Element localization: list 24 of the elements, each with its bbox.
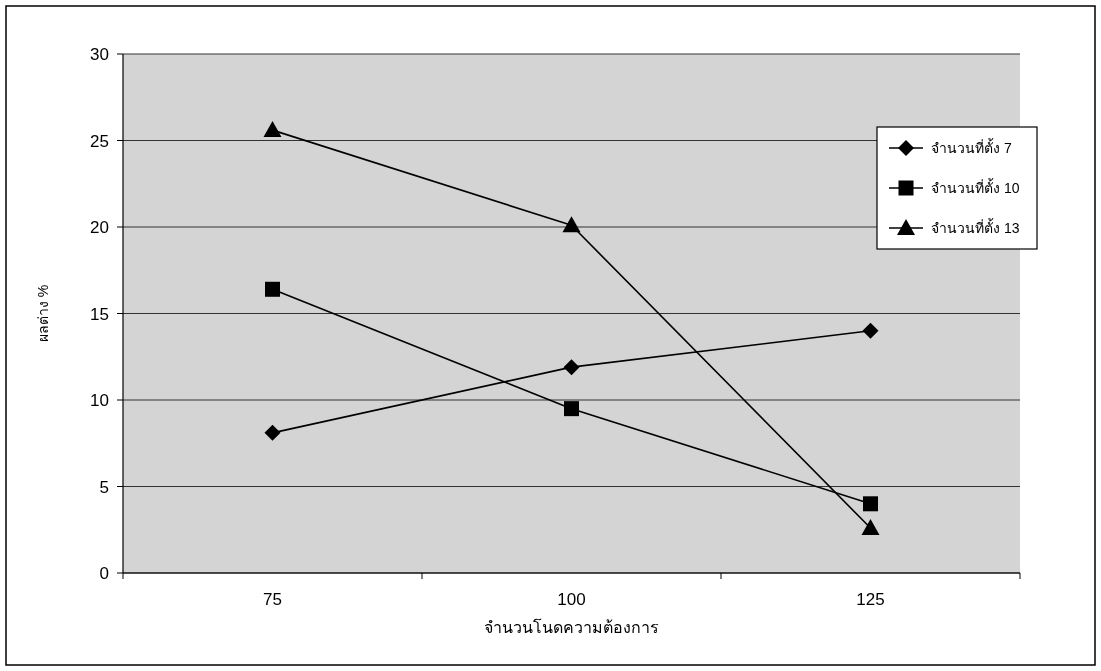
y-tick-label: 30: [90, 45, 109, 64]
point: [564, 401, 579, 417]
legend-label: จำนวนที่ตั้ง 13: [931, 218, 1020, 236]
y-tick-label: 10: [90, 391, 109, 410]
point: [563, 359, 580, 376]
y-tick-label: 15: [90, 304, 109, 324]
x-tick-label: 125: [856, 590, 885, 609]
point: [862, 322, 879, 339]
point: [562, 216, 581, 233]
x-tick-label: 75: [263, 590, 282, 609]
y-tick-label: 5: [99, 477, 109, 497]
point: [863, 496, 878, 512]
x-axis-title: จำนวนโนดความต้องการ: [484, 618, 659, 636]
point: [263, 121, 282, 138]
y-axis-title: ผลต่าง %: [35, 284, 51, 343]
point: [265, 281, 280, 297]
legend-label: จำนวนที่ตั้ง 10: [931, 178, 1020, 196]
y-tick-label: 20: [90, 218, 109, 237]
x-tick-label: 100: [557, 590, 586, 609]
point: [861, 519, 880, 536]
point: [264, 424, 281, 441]
y-tick-label: 0: [99, 564, 109, 583]
legend-label: จำนวนที่ตั้ง 7: [931, 138, 1012, 156]
y-tick-label: 25: [90, 131, 109, 151]
